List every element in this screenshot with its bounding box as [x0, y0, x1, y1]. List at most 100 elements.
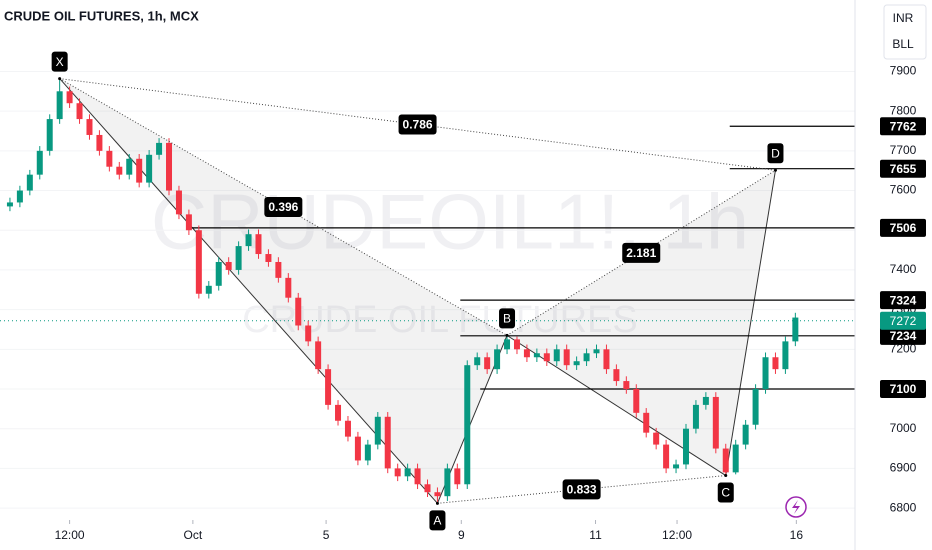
candle-body [424, 484, 431, 493]
candle-body [573, 361, 580, 366]
point-label: C [721, 486, 730, 500]
ratio-label: 0.396 [268, 200, 298, 214]
last-price-label: 7272 [890, 314, 917, 328]
point-label: B [503, 312, 511, 326]
candle-body [434, 492, 441, 497]
y-tick-label: 7000 [890, 421, 917, 435]
y-tick-label: 7700 [890, 143, 917, 157]
y-tick-label: 6800 [890, 500, 917, 514]
alert-bolt [792, 500, 800, 514]
candle-body [225, 261, 232, 270]
candle-body [603, 349, 610, 370]
candle-body [732, 444, 739, 473]
level-label: 7234 [890, 329, 917, 343]
level-box [880, 291, 926, 310]
ratio-label: 0.833 [567, 483, 597, 497]
candle-body [6, 202, 13, 207]
candle-body [265, 254, 272, 262]
candle-body [335, 404, 342, 421]
candle-body [454, 468, 461, 485]
x-tick-label: 16 [790, 528, 804, 542]
candle-body [146, 154, 153, 183]
y-tick-label: 6900 [890, 461, 917, 475]
candle-body [444, 468, 451, 497]
level-label: 7655 [890, 162, 917, 176]
level-box [880, 218, 926, 237]
level-box [880, 117, 926, 136]
candle-body [325, 369, 332, 405]
candle-body [623, 381, 630, 390]
candle-body [583, 353, 590, 362]
candle-body [593, 349, 600, 354]
pattern-point [505, 333, 509, 337]
candle-body [663, 444, 670, 469]
x-tick-label: 12:00 [662, 528, 692, 542]
y-tick-label: 7600 [890, 183, 917, 197]
candle-body [404, 468, 411, 477]
x-tick-label: 9 [458, 528, 465, 542]
candle-body [474, 357, 481, 366]
candle-body [682, 428, 689, 465]
ratio-label: 2.181 [626, 246, 656, 260]
candle-body [56, 91, 63, 120]
candle-body [106, 150, 113, 167]
candle-body [414, 468, 421, 485]
ratio-box [264, 197, 303, 218]
x-tick-label: 5 [323, 528, 330, 542]
candle-body [16, 190, 23, 203]
candle-body [156, 142, 163, 155]
candle-body [166, 142, 173, 191]
candle-body [484, 357, 491, 370]
candle-body [643, 412, 650, 433]
point-box [717, 482, 734, 503]
candle-body [464, 365, 471, 485]
ratio-line [59, 78, 508, 336]
candle-body [26, 174, 33, 191]
x-tick-label: Oct [184, 528, 203, 542]
pattern-point [724, 474, 728, 478]
point-box [767, 143, 784, 164]
pattern-leg [506, 334, 727, 476]
candle-body [762, 357, 769, 390]
title: CRUDE OIL FUTURES, 1h, MCX [4, 8, 199, 23]
candle-body [742, 424, 749, 445]
ratio-box [622, 242, 661, 263]
y-tick-label: 7400 [890, 262, 917, 276]
point-box [429, 510, 446, 531]
ratio-box [398, 114, 437, 135]
candle-body [126, 158, 133, 175]
level-box [880, 326, 926, 345]
point-box [499, 308, 516, 329]
level-label: 7100 [890, 382, 917, 396]
plot: 0.786 0.396 2.181 0.833 X A B C D [0, 51, 855, 531]
candle-body [66, 91, 73, 104]
candle-body [116, 166, 123, 175]
candle-body [702, 396, 709, 405]
candle-body [722, 448, 729, 473]
candle-body [792, 317, 799, 342]
candle-body [563, 349, 570, 366]
pattern-point [435, 501, 439, 505]
currency-box[interactable] [883, 4, 927, 60]
candle-body [752, 389, 759, 425]
candle-body [394, 468, 401, 477]
candle-body [504, 339, 511, 350]
candle-body [523, 349, 530, 358]
candle-body [653, 432, 660, 445]
candle-body [195, 230, 202, 294]
candle-body [613, 369, 620, 382]
candle-body [86, 119, 93, 135]
currency[interactable]: INR [893, 11, 914, 25]
candle-body [285, 277, 292, 298]
pattern-point [773, 168, 777, 172]
unit[interactable]: BLL [892, 37, 914, 51]
candle-body [315, 341, 322, 370]
candle-body [712, 396, 719, 449]
candle-body [533, 353, 540, 358]
candle-body [633, 389, 640, 413]
candle-body [175, 190, 182, 215]
pattern-point [58, 77, 62, 81]
candle-body [305, 325, 312, 342]
